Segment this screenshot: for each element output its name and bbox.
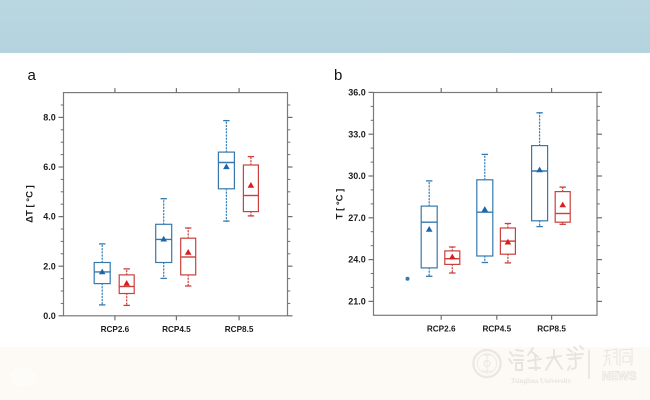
svg-text:RCP2.6: RCP2.6: [427, 325, 456, 334]
svg-text:ΔT [ °C ]: ΔT [ °C ]: [25, 185, 36, 223]
svg-text:27.0: 27.0: [348, 213, 366, 223]
svg-text:0.0: 0.0: [43, 311, 56, 321]
svg-text:RCP2.6: RCP2.6: [101, 325, 130, 334]
svg-text:T [ °C ]: T [ °C ]: [335, 189, 346, 220]
svg-text:a: a: [28, 67, 37, 84]
svg-text:Tsinghua University: Tsinghua University: [511, 377, 572, 385]
svg-text:RCP4.5: RCP4.5: [162, 325, 191, 334]
svg-text:b: b: [334, 67, 342, 84]
svg-text:36.0: 36.0: [348, 88, 366, 98]
svg-text:33.0: 33.0: [348, 129, 366, 139]
svg-text:4.0: 4.0: [43, 212, 56, 222]
svg-text:30.0: 30.0: [348, 171, 366, 181]
svg-text:NEWS: NEWS: [602, 371, 637, 383]
svg-text:RCP4.5: RCP4.5: [482, 325, 511, 334]
svg-text:8.0: 8.0: [43, 113, 56, 123]
svg-text:6.0: 6.0: [43, 162, 56, 172]
svg-text:2.0: 2.0: [43, 261, 56, 271]
svg-text:RCP8.5: RCP8.5: [225, 325, 254, 334]
svg-text:RCP8.5: RCP8.5: [537, 325, 566, 334]
svg-text:24.0: 24.0: [348, 255, 366, 265]
svg-text:21.0: 21.0: [348, 297, 366, 307]
